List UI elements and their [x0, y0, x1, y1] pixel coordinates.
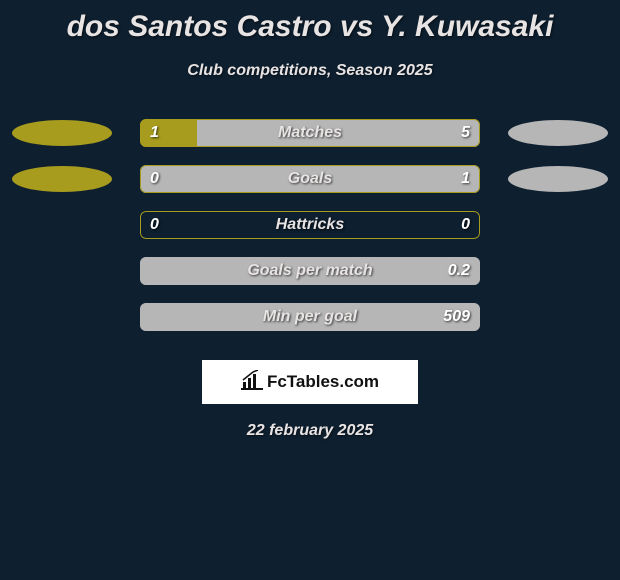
- metric-row: 00Hattricks: [0, 202, 620, 248]
- left-oval: [12, 166, 112, 192]
- date-line: 22 february 2025: [0, 422, 620, 440]
- metric-label: Hattricks: [140, 211, 480, 239]
- logo-box: FcTables.com: [202, 360, 418, 404]
- metrics-container: 15Matches 01Goals 00Hattricks 0.2Goals per …: [0, 110, 620, 340]
- metric-label: Matches: [140, 119, 480, 147]
- metric-row: 01Goals: [0, 156, 620, 202]
- metric-bar: 0.2Goals per match: [140, 257, 480, 285]
- metric-label: Goals: [140, 165, 480, 193]
- metric-bar: 15Matches: [140, 119, 480, 147]
- logo-text: FcTables.com: [267, 372, 379, 392]
- chart-icon: [241, 370, 263, 395]
- logo: FcTables.com: [241, 370, 379, 395]
- right-oval: [508, 166, 608, 192]
- left-oval: [12, 120, 112, 146]
- metric-bar: 00Hattricks: [140, 211, 480, 239]
- page-subtitle: Club competitions, Season 2025: [0, 62, 620, 80]
- page-title: dos Santos Castro vs Y. Kuwasaki: [0, 0, 620, 44]
- metric-bar: 01Goals: [140, 165, 480, 193]
- metric-row: 0.2Goals per match: [0, 248, 620, 294]
- metric-label: Goals per match: [140, 257, 480, 285]
- right-oval: [508, 120, 608, 146]
- metric-row: 509Min per goal: [0, 294, 620, 340]
- metric-label: Min per goal: [140, 303, 480, 331]
- metric-row: 15Matches: [0, 110, 620, 156]
- metric-bar: 509Min per goal: [140, 303, 480, 331]
